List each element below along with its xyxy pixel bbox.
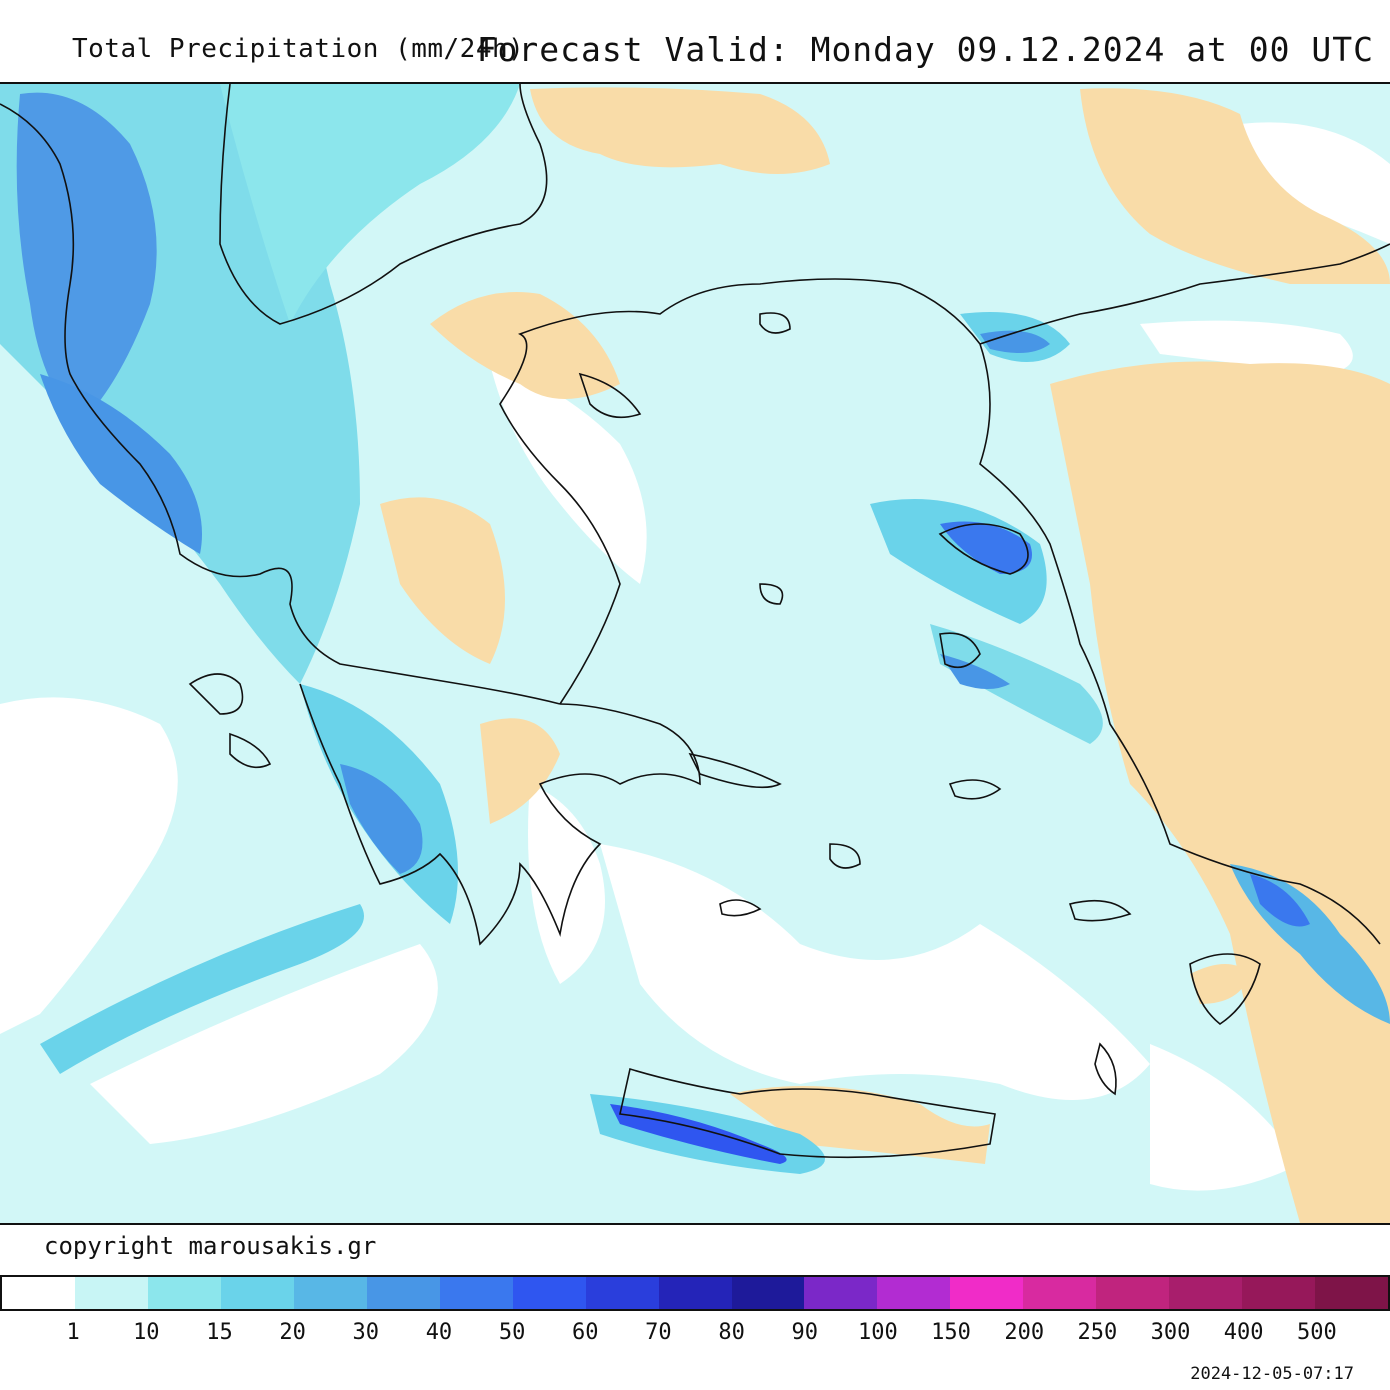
peloponnese-coast <box>299 683 701 946</box>
karpathos-coast <box>1094 1042 1117 1096</box>
dry-area-bulgaria <box>530 87 830 174</box>
dry-area-crete <box>730 1086 990 1164</box>
dry-area-central-greece <box>380 497 505 664</box>
chart-title: Total Precipitation (mm/24h) <box>72 34 525 64</box>
precip-core-thasos <box>980 330 1050 353</box>
lesvos-coast <box>938 523 1029 575</box>
thrace-coast <box>979 243 1390 345</box>
color-scale-tick-label: 400 <box>1223 1320 1264 1345</box>
no-rain-area-south-ionian <box>90 944 438 1144</box>
west-coastline <box>0 103 561 705</box>
color-scale-swatch <box>804 1277 878 1309</box>
color-scale-tick-label: 60 <box>572 1320 599 1345</box>
precip-core-chios <box>940 654 1010 689</box>
header: Total Precipitation (mm/24h) Forecast Va… <box>0 0 1390 82</box>
run-timestamp: 2024-12-05-07:17 <box>1190 1364 1354 1384</box>
color-scale-swatch <box>658 1277 732 1309</box>
color-scale-tick-label: 100 <box>858 1320 898 1345</box>
no-rain-area-southeast <box>1150 1044 1300 1191</box>
color-scale-tick-label: 1 <box>66 1320 80 1345</box>
color-scale-tick-label: 80 <box>718 1320 745 1345</box>
kefalonia-coast <box>188 673 244 715</box>
kos-coast <box>1068 899 1132 922</box>
color-scale-tick-label: 200 <box>1004 1320 1045 1345</box>
color-scale-tick-label: 10 <box>133 1320 160 1345</box>
dry-area-thrace <box>1080 88 1390 285</box>
milos-coast <box>719 899 762 917</box>
color-scale-tick-label: 500 <box>1296 1320 1337 1345</box>
copyright-text: copyright marousakis.gr <box>44 1232 377 1260</box>
precip-core-messinia <box>340 764 423 874</box>
color-scale-tick-label: 15 <box>206 1320 233 1345</box>
color-scale-swatch <box>147 1277 221 1309</box>
coastlines <box>0 84 1390 1159</box>
color-scale-tick-label: 90 <box>791 1320 818 1345</box>
color-scale-swatch <box>220 1277 294 1309</box>
color-scale-tick-label: 50 <box>498 1320 526 1345</box>
color-scale-swatch <box>950 1277 1024 1309</box>
north-greece-coast <box>499 278 981 705</box>
precip-band-chios <box>930 624 1103 744</box>
color-scale-tick-label: 70 <box>645 1320 672 1345</box>
no-rain-area-thessaly <box>490 364 647 584</box>
dry-area-attica <box>480 718 560 824</box>
albania-border <box>219 84 548 325</box>
color-scale-bar <box>0 1275 1390 1311</box>
precip-core-lesvos <box>940 521 1032 574</box>
color-scale-swatch <box>74 1277 148 1309</box>
naxos-coast <box>829 843 861 869</box>
color-scale-swatch <box>2 1277 75 1309</box>
color-scale-swatch <box>1023 1277 1097 1309</box>
rhodes-coast <box>1189 953 1261 1025</box>
color-scale-swatch <box>366 1277 440 1309</box>
samos-coast <box>948 779 1002 800</box>
thasos-coast <box>759 312 791 334</box>
color-scale-tick-label: 150 <box>931 1320 971 1345</box>
dry-area-anatolia <box>1050 361 1390 1223</box>
zakynthos-coast <box>229 732 272 769</box>
no-rain-area-aegean <box>600 844 1150 1100</box>
color-scale-labels: 1 10 15 20 30 40 50 60 70 80 90 100 150 200 250 300 400 5… <box>0 1320 1390 1350</box>
color-scale-swatch <box>731 1277 805 1309</box>
precip-core-southeast <box>1250 874 1310 927</box>
color-scale-swatch <box>293 1277 367 1309</box>
forecast-valid-label: Forecast Valid: Monday 09.12.2024 at 00 … <box>476 30 1374 69</box>
color-scale-swatch <box>1096 1277 1170 1309</box>
evia-coast <box>688 752 782 789</box>
color-scale-swatch <box>877 1277 951 1309</box>
map-canvas <box>0 84 1390 1223</box>
anatolia-west-coast <box>979 343 1381 945</box>
color-scale-tick-label: 250 <box>1077 1320 1118 1345</box>
precip-band-ionian-streak <box>40 904 364 1074</box>
chios-coast <box>939 632 981 669</box>
precip-core-albania <box>16 92 157 425</box>
no-rain-area-black-sea <box>1240 122 1390 244</box>
color-scale-tick-label: 40 <box>425 1320 453 1345</box>
no-rain-area-ionian <box>0 697 178 1034</box>
precip-core-epirus <box>40 374 202 554</box>
color-scale-swatch <box>439 1277 513 1309</box>
color-scale-swatch <box>512 1277 586 1309</box>
no-rain-area-peloponnese <box>528 784 605 984</box>
color-scale-swatch <box>1315 1277 1389 1309</box>
color-scale-tick-label: 300 <box>1150 1320 1191 1345</box>
crete-coast <box>619 1067 996 1159</box>
skyros-coast <box>759 583 784 605</box>
color-scale-tick-label: 20 <box>279 1320 306 1345</box>
precipitation-map <box>0 82 1390 1225</box>
no-rain-area-marmara <box>1140 320 1353 374</box>
dry-area-rhodes <box>1190 964 1250 1004</box>
chalkidiki-coast <box>578 372 642 419</box>
color-scale-swatch <box>1242 1277 1316 1309</box>
color-scale-tick-label: 30 <box>352 1320 380 1345</box>
color-scale-swatch <box>1169 1277 1243 1309</box>
color-scale-swatch <box>585 1277 659 1309</box>
precip-band-albania-north <box>220 84 520 324</box>
